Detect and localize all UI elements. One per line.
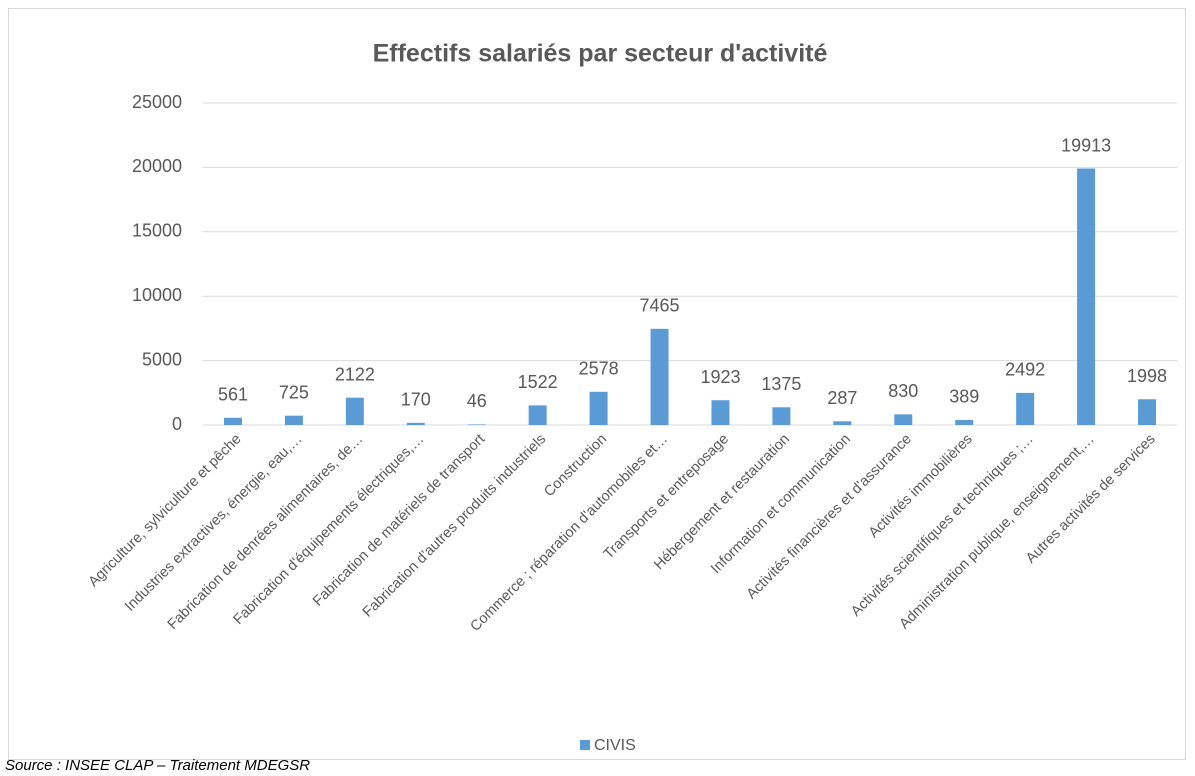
chart-border <box>8 8 1186 760</box>
y-tick-label: 15000 <box>132 221 182 241</box>
source-note: Source : INSEE CLAP – Traitement MDEGSR <box>5 757 310 774</box>
data-label: 2492 <box>1005 360 1045 380</box>
y-tick-label: 20000 <box>132 156 182 176</box>
data-label: 287 <box>827 388 857 408</box>
bar <box>772 407 791 425</box>
bar <box>406 422 425 425</box>
data-label: 561 <box>218 385 248 405</box>
legend-label: CIVIS <box>594 737 636 754</box>
bar <box>528 405 547 425</box>
data-label: 725 <box>279 382 309 402</box>
bar <box>711 400 730 425</box>
data-label: 1522 <box>518 372 558 392</box>
data-label: 389 <box>949 387 979 407</box>
bar <box>833 421 852 425</box>
data-label: 2122 <box>335 364 375 384</box>
y-tick-label: 25000 <box>132 92 182 112</box>
bar <box>1138 399 1157 425</box>
data-label: 170 <box>401 390 431 410</box>
bar <box>1077 168 1096 425</box>
bar <box>467 424 486 425</box>
bar <box>650 328 669 425</box>
y-tick-label: 5000 <box>142 349 182 369</box>
data-label: 830 <box>888 381 918 401</box>
data-label: 1998 <box>1127 366 1167 386</box>
data-label: 46 <box>467 391 487 411</box>
y-tick-label: 0 <box>172 414 182 434</box>
data-label: 2578 <box>579 359 619 379</box>
data-label: 1375 <box>761 374 801 394</box>
legend-swatch <box>580 740 590 750</box>
bar <box>284 415 303 425</box>
bar <box>223 417 242 425</box>
data-label: 19913 <box>1061 135 1111 155</box>
data-label: 1923 <box>700 367 740 387</box>
bar <box>345 397 364 425</box>
y-tick-label: 10000 <box>132 285 182 305</box>
chart-title: Effectifs salariés par secteur d'activit… <box>373 40 828 68</box>
bar <box>1016 392 1035 425</box>
bar <box>894 414 913 425</box>
bar <box>589 391 608 425</box>
data-label: 7465 <box>640 296 680 316</box>
bar <box>955 419 974 425</box>
